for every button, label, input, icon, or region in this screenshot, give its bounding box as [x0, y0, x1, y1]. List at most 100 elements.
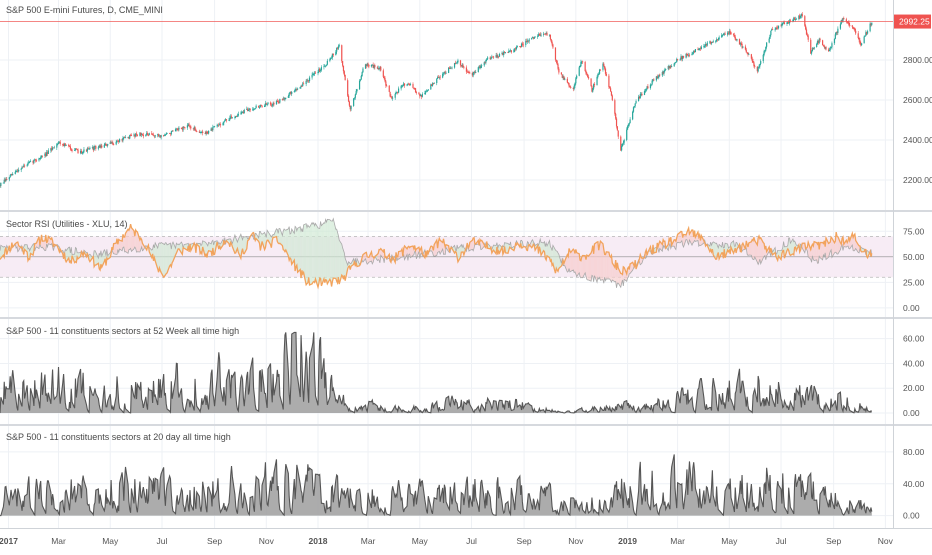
candle-body — [639, 94, 641, 99]
candle-body — [40, 155, 43, 158]
rsi-diff-fill — [541, 242, 544, 256]
rsi-diff-fill — [323, 222, 325, 283]
candle-body — [794, 17, 796, 20]
candle-body — [254, 108, 256, 109]
pane-0-background — [0, 0, 932, 210]
rsi-diff-fill — [816, 242, 818, 264]
rsi-diff-fill — [582, 255, 586, 278]
rsi-diff-fill — [591, 245, 593, 277]
candle-body — [709, 41, 711, 43]
candle-body — [420, 94, 423, 97]
rsi-diff-fill — [587, 255, 589, 281]
candle-body — [671, 66, 673, 68]
candle-body — [378, 67, 380, 70]
candle-body — [860, 43, 862, 46]
candle-body — [34, 159, 36, 161]
candle-body — [278, 102, 280, 104]
candle-body — [157, 134, 160, 137]
candle-body — [263, 105, 266, 107]
candle-body — [246, 108, 248, 110]
candle-body — [259, 104, 261, 108]
rsi-diff-fill — [301, 228, 303, 275]
rsi-diff-fill — [408, 246, 410, 255]
candle-body — [572, 87, 574, 90]
candle-body — [834, 34, 836, 39]
candle-body — [804, 16, 806, 26]
candle-body — [243, 109, 245, 114]
candle-body — [585, 70, 587, 74]
candle-body — [745, 49, 747, 53]
rsi-diff-fill — [569, 250, 571, 272]
rsi-diff-fill — [557, 251, 559, 272]
candle-body — [51, 147, 54, 150]
candle-body — [492, 56, 494, 58]
candle-body — [657, 76, 659, 78]
candle-body — [21, 166, 23, 169]
rsi-diff-fill — [324, 219, 326, 283]
candle-body — [195, 129, 197, 132]
rsi-diff-fill — [570, 249, 574, 272]
rsi-diff-fill — [440, 240, 443, 255]
candle-body — [15, 171, 17, 173]
candle-body — [22, 166, 24, 168]
candle-body — [303, 83, 305, 85]
candle-body — [145, 134, 147, 137]
candle-body — [459, 60, 462, 66]
candle-body — [230, 116, 232, 118]
candle-body — [673, 63, 675, 67]
rsi-diff-fill — [592, 245, 594, 282]
rsi-diff-fill — [157, 243, 159, 273]
candle-body — [362, 68, 364, 73]
rsi-diff-fill — [256, 233, 259, 242]
candle-body — [837, 28, 839, 33]
candle-body — [561, 74, 563, 78]
rsi-diff-fill — [125, 229, 129, 254]
rsi-diff-fill — [137, 231, 140, 252]
candle-body — [735, 39, 737, 41]
rsi-diff-fill — [243, 236, 245, 254]
candle-body — [649, 84, 652, 89]
rsi-diff-fill — [113, 243, 117, 255]
candle-body — [355, 91, 357, 95]
candle-body — [664, 69, 666, 71]
rsi-diff-fill — [267, 230, 268, 241]
candle-body — [748, 54, 750, 56]
candle-body — [787, 21, 789, 23]
candle-body — [124, 137, 126, 138]
candle-body — [766, 42, 768, 47]
candle-body — [264, 103, 267, 106]
candle-body — [472, 72, 474, 76]
candle-body — [425, 90, 428, 92]
candle-body — [431, 83, 434, 87]
candle-body — [633, 106, 635, 108]
rsi-diff-fill — [820, 242, 823, 260]
candle-body — [314, 72, 317, 74]
candle-body — [491, 56, 493, 58]
candle-body — [794, 18, 797, 20]
candle-body — [622, 142, 624, 144]
candle-body — [32, 160, 34, 163]
y-tick-label: 60.00 — [903, 334, 925, 344]
candle-body — [570, 86, 572, 88]
candle-body — [828, 49, 830, 52]
x-tick-label: Nov — [878, 536, 894, 546]
candle-body — [284, 97, 286, 100]
rsi-diff-fill — [285, 228, 289, 256]
candle-body — [710, 41, 713, 44]
rsi-diff-fill — [295, 226, 296, 272]
candle-body — [53, 147, 55, 149]
rsi-diff-fill — [853, 234, 855, 251]
candle-body — [349, 105, 351, 110]
candle-body — [325, 64, 328, 66]
rsi-diff-fill — [599, 241, 601, 281]
candle-body — [568, 83, 570, 87]
candle-body — [82, 151, 84, 153]
candle-body — [715, 40, 717, 42]
candle-body — [210, 128, 212, 131]
rsi-diff-fill — [312, 222, 314, 283]
candle-body — [554, 47, 557, 60]
candle-body — [407, 83, 409, 85]
candle-body — [451, 67, 453, 69]
rsi-diff-fill — [161, 242, 164, 278]
